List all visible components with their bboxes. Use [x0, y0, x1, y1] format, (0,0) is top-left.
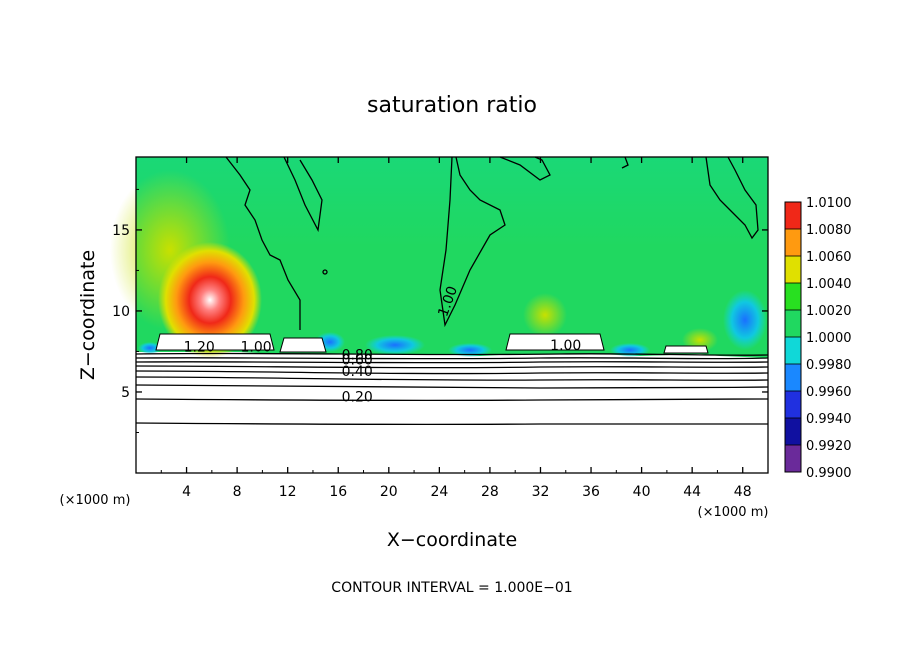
colorbar-label: 1.0000: [806, 331, 852, 346]
colorbar-swatch: [785, 256, 801, 283]
x-unit-label-left: (×1000 m): [60, 493, 131, 508]
contour-1-00-plume: [283, 156, 323, 233]
colorbar-label: 0.9920: [806, 439, 852, 454]
colorbar: 0.9900 0.9920 0.9940 0.9960 0.9980 1.0000 1.00…: [784, 196, 852, 481]
colorbar-swatch: [785, 418, 801, 445]
contour-1-00-mid: [439, 156, 506, 328]
contour-0-30: [135, 384, 769, 389]
y-axis: 5 10 15: [112, 188, 768, 433]
contour-interval-note: CONTOUR INTERVAL = 1.000E−01: [331, 580, 572, 596]
upper-tint: [136, 157, 768, 247]
cloud-region-3: [663, 345, 709, 354]
contour-0-80: [135, 357, 769, 360]
x-tick-label: 20: [380, 484, 398, 500]
color-field: [110, 157, 768, 358]
y-tick-label: 10: [112, 304, 130, 320]
colorbar-swatch: [785, 391, 801, 418]
contour-label: 1.00: [550, 338, 581, 354]
colorbar-label: 0.9940: [806, 412, 852, 427]
contour-1-00-left: [225, 156, 301, 330]
contour-1-00-small: [621, 156, 629, 169]
x-axis-label: X−coordinate: [387, 529, 517, 551]
y-tick-label: 5: [121, 385, 130, 401]
subsaturation-right: [723, 290, 767, 350]
x-tick-label: 12: [279, 484, 297, 500]
colorbar-label: 0.9960: [806, 385, 852, 400]
colorbar-swatch: [785, 202, 801, 229]
colorbar-label: 0.9900: [806, 466, 852, 481]
contour-label: 1.00: [240, 339, 271, 355]
contour-label: 0.60: [342, 352, 373, 368]
contour-dot: [322, 269, 328, 275]
x-tick-label: 8: [233, 484, 242, 500]
colorbar-swatch: [785, 337, 801, 364]
x-tick-label: 24: [430, 484, 448, 500]
x-tick-label: 28: [481, 484, 499, 500]
colorbar-swatch: [785, 229, 801, 256]
contour-1-00-right: [705, 156, 759, 240]
x-tick-label: 32: [532, 484, 550, 500]
colorbar-swatch: [785, 445, 801, 472]
cloud-regions: [155, 333, 709, 354]
x-unit-label-right: (×1000 m): [698, 505, 769, 520]
colorbar-label: 0.9980: [806, 358, 852, 373]
plot-frame: [135, 156, 769, 474]
yellow-patch-mid: [523, 293, 567, 337]
x-axis: 4 8 12 16 20 24 28 32 36 40 44 48: [160, 157, 752, 500]
colorbar-swatch: [785, 310, 801, 337]
subsaturation-edge: [138, 342, 162, 354]
subsaturation-mid: [365, 335, 425, 355]
cloud-region-1: [155, 333, 275, 351]
colorbar-swatch: [785, 364, 801, 391]
x-tick-label: 36: [582, 484, 600, 500]
contour-label: 0.40: [342, 364, 373, 380]
x-tick-label: 16: [329, 484, 347, 500]
contour-0-20: [135, 398, 769, 402]
x-tick-label: 44: [683, 484, 701, 500]
contour-0-60: [135, 365, 769, 369]
y-axis-label: Z−coordinate: [77, 250, 99, 380]
colorbar-label: 1.0080: [806, 223, 852, 238]
supersaturation-max: [158, 242, 262, 358]
colorbar-label: 1.0100: [806, 196, 852, 211]
plot-area: 1.20 1.001.001.000.800.600.400.20: [110, 156, 769, 474]
contour-0-50: [135, 370, 769, 375]
y-tick-label: 15: [112, 223, 130, 239]
contour-0-10: [135, 422, 768, 426]
colorbar-label: 1.0020: [806, 304, 852, 319]
subsaturation-mid3: [610, 343, 650, 357]
contour-0-70: [135, 361, 769, 364]
x-tick-label: 40: [633, 484, 651, 500]
colorbar-label: 1.0040: [806, 277, 852, 292]
cloud-region-2: [505, 333, 605, 351]
contour-0-90: [135, 352, 769, 356]
cloud-region-4: [279, 337, 327, 353]
chart-title: saturation ratio: [367, 93, 537, 118]
contour-label: 1.20: [184, 339, 215, 355]
lower-contours: [135, 352, 769, 426]
contour-label: 0.80: [342, 348, 373, 364]
colorbar-swatch: [785, 283, 801, 310]
colorbar-label: 1.0060: [806, 250, 852, 265]
subsaturation-mid2: [448, 343, 492, 357]
contour-label: 0.20: [342, 390, 373, 406]
x-tick-label: 4: [182, 484, 191, 500]
contour-0-40: [135, 376, 769, 381]
x-tick-label: 48: [734, 484, 752, 500]
